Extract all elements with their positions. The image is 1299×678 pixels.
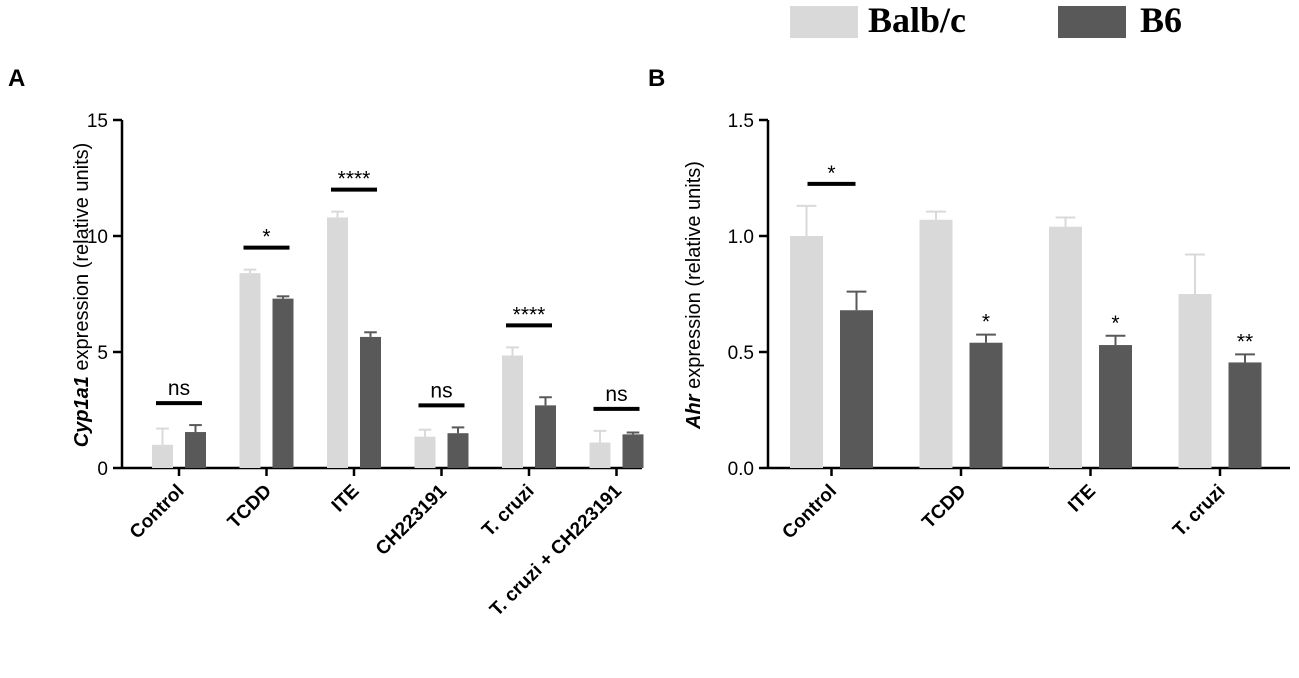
legend-swatch-b6 <box>1058 6 1126 38</box>
panel-a-bar-b6-t-cruzi <box>535 405 556 468</box>
panel-b-category-label-tcdd: TCDD <box>918 481 970 533</box>
panel-b-sig-label-control: * <box>827 162 835 185</box>
panel-a-bar-b6-ite <box>360 336 381 468</box>
panel-b-y-tick-label: 0.0 <box>728 459 754 480</box>
panel-b-y-tick-label: 0.5 <box>728 343 754 364</box>
panel-a-sig-label-ite: **** <box>338 168 371 191</box>
panel-a-sig-label-tcdd: * <box>262 226 270 249</box>
panel-b-bar-balb-c-t-cruzi <box>1178 294 1212 468</box>
panel-b-y-tick-label: 1.0 <box>728 227 754 248</box>
panel-a-category-label-control: Control <box>126 481 189 544</box>
panel-a-y-tick-label: 15 <box>87 111 108 132</box>
panel-a-bar-b6-control <box>185 432 206 468</box>
panel-b-ylabel: Ahr expression (relative units) <box>683 161 705 430</box>
panel-a-sig-label-t-cruzi: **** <box>513 303 546 326</box>
panel-a-bar-balb-c-control <box>152 444 173 468</box>
panel-a-y-tick-label: 5 <box>97 343 108 364</box>
panel-a-bar-balb-c-tcdd <box>239 273 261 468</box>
panel-a-bar-balb-c-ch223191 <box>414 436 436 468</box>
panel-b-category-label-t-cruzi: T. cruzi <box>1169 481 1229 541</box>
panel-b-bar-b6-control <box>840 310 873 468</box>
panel-a-bar-balb-c-t-cruzi-ch223191 <box>589 442 611 468</box>
panel-a-category-label-t-cruzi: T. cruzi <box>478 481 538 541</box>
panel-b-sig-label-tcdd: * <box>982 311 990 334</box>
panel-b-bar-balb-c-ite <box>1049 226 1082 468</box>
panel-a-letter: A <box>8 65 25 92</box>
panel-a-bar-b6-tcdd <box>272 298 294 468</box>
panel-a-y-tick-label: 10 <box>87 227 108 248</box>
panel-b-category-label-control: Control <box>778 481 841 544</box>
panel-a-y-tick-label: 0 <box>97 459 108 480</box>
legend-swatch-balbc <box>790 6 858 38</box>
panel-b-letter: B <box>648 65 665 92</box>
panel-b-bar-b6-tcdd <box>969 342 1003 468</box>
panel-b-bar-balb-c-tcdd <box>919 219 953 468</box>
panel-b: B Ahr expression (relative units) 0.0 0.5… <box>648 65 1290 543</box>
legend-label-balbc: Balb/c <box>868 0 966 40</box>
panel-a-bar-balb-c-t-cruzi <box>502 355 523 468</box>
legend-label-b6: B6 <box>1140 0 1182 40</box>
panel-b-category-label-ite: ITE <box>1064 481 1100 517</box>
panel-b-sig-label-t-cruzi: ** <box>1237 330 1253 353</box>
panel-a-category-label-tcdd: TCDD <box>224 481 276 533</box>
panel-a-bar-b6-ch223191 <box>447 433 469 468</box>
panel-b-sig-label-ite: * <box>1111 312 1119 335</box>
legend: Balb/c B6 <box>790 0 1182 40</box>
panel-a-ylabel: Cyp1a1 expression (relative units) <box>71 143 93 448</box>
panel-a-sig-label-ch223191: ns <box>430 379 452 402</box>
panel-b-y-tick-label: 1.5 <box>728 111 754 132</box>
panel-a-bar-balb-c-ite <box>327 217 348 468</box>
panel-a-sig-label-t-cruzi-ch223191: ns <box>605 383 627 406</box>
panel-b-bar-balb-c-control <box>790 236 823 468</box>
panel-b-bar-b6-t-cruzi <box>1228 362 1262 468</box>
panel-b-bar-b6-ite <box>1099 345 1132 468</box>
panel-a: A Cyp1a1 expression (relative units) 0 5 1… <box>8 65 644 621</box>
panel-a-sig-label-control: ns <box>168 377 190 400</box>
panel-a-category-label-ite: ITE <box>328 481 364 517</box>
panel-a-bar-b6-t-cruzi-ch223191 <box>622 434 644 468</box>
panel-a-category-label-ch223191: CH223191 <box>372 480 451 559</box>
